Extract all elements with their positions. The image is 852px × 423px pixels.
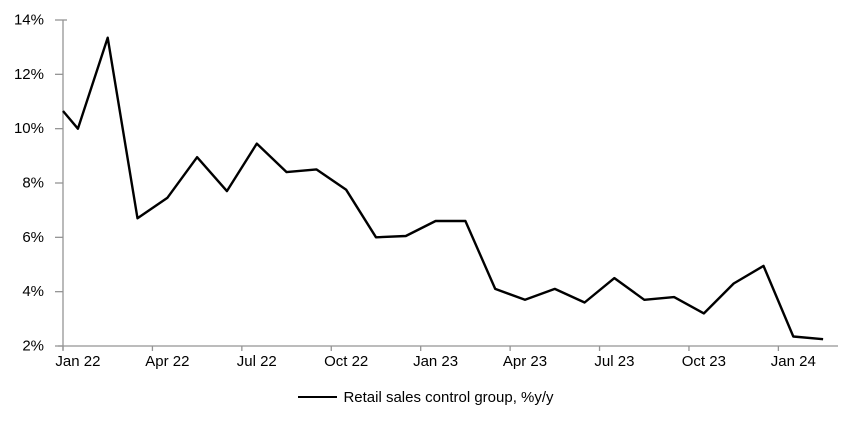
plot-area: 2% 4% 6% 8% 10% 12% 14% Jan 22 Apr 22 Jul 22 Oct 2… [14,12,838,370]
legend: Retail sales control group, %y/y [0,388,852,406]
y-tick-label: 2% [22,338,44,355]
legend-line-swatch [298,396,338,398]
y-tick-label: 14% [14,12,44,29]
y-tick-label: 8% [22,175,44,192]
data-line-retail-sales [62,36,824,341]
x-tick-label: Jul 23 [594,353,634,370]
y-tick-label: 6% [22,229,44,246]
legend-label: Retail sales control group, %y/y [343,388,554,406]
x-tick-label: Oct 22 [324,353,368,370]
x-tick-label: Jan 23 [413,353,458,370]
y-tick-label: 10% [14,120,44,137]
x-tick-label: Jan 22 [55,353,100,370]
x-tick-label: Oct 23 [682,353,726,370]
y-tick-label: 12% [14,66,44,83]
x-tick-label: Apr 22 [145,353,189,370]
y-tick-label: 4% [22,283,44,300]
x-tick-label: Jan 24 [771,353,816,370]
x-tick-label: Jul 22 [237,353,277,370]
x-tick-label: Apr 23 [503,353,547,370]
